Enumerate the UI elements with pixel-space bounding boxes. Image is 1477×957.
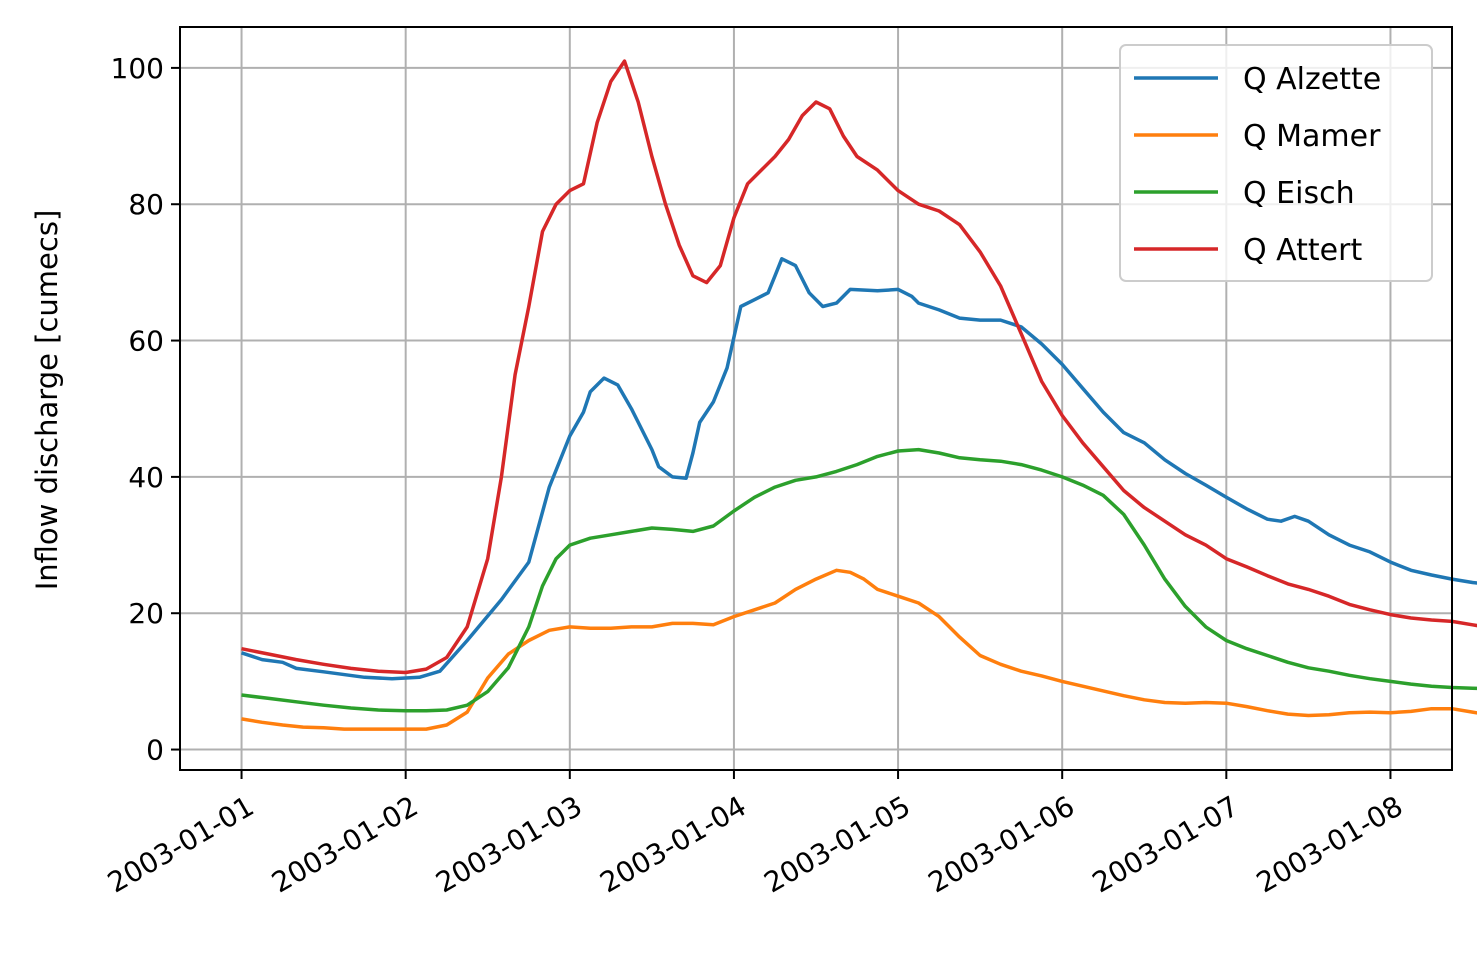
- legend-box: [1119, 44, 1433, 282]
- series-line-q-alzette: [240, 257, 1477, 681]
- legend-label-q-alzette: Q Alzette: [1243, 62, 1381, 97]
- y-tick-label-1: 20: [128, 597, 164, 630]
- y-tick-label-2: 40: [128, 461, 164, 494]
- y-tick-label-3: 60: [128, 325, 164, 358]
- y-tick-label-5: 100: [111, 52, 164, 85]
- y-tick-label-0: 0: [146, 734, 164, 767]
- legend-label-q-eisch: Q Eisch: [1243, 176, 1355, 211]
- legend-label-q-attert: Q Attert: [1243, 233, 1362, 268]
- legend-label-q-mamer: Q Mamer: [1243, 119, 1381, 154]
- y-tick-label-4: 80: [128, 188, 164, 221]
- series-line-q-eisch: [241, 447, 1477, 713]
- y-axis: 0 20 40 60 80 100: [111, 52, 180, 767]
- series-line-q-attert: [241, 59, 1477, 675]
- y-axis-label: Inflow discharge [cumecs]: [30, 210, 64, 591]
- plot-area: [240, 59, 1477, 731]
- plot-frame: [179, 26, 1453, 771]
- legend: Q Alzette Q Mamer Q Eisch Q Attert: [1119, 44, 1433, 282]
